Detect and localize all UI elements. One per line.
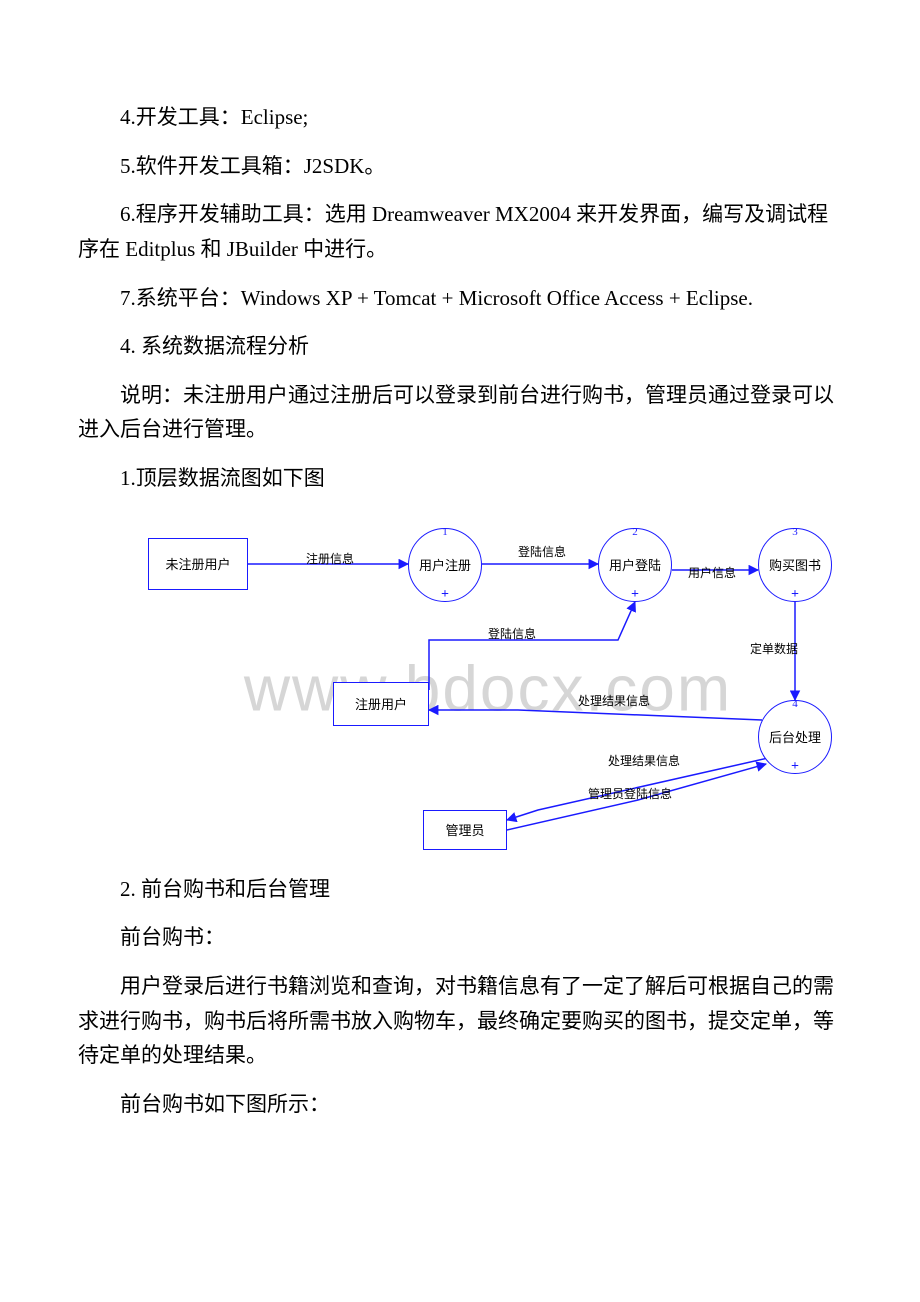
heading-front-back: 2. 前台购书和后台管理	[78, 872, 842, 907]
paragraph-6: 6.程序开发辅助工具：选用 Dreamweaver MX2004 来开发界面，编…	[78, 197, 842, 266]
paragraph-7: 7.系统平台：Windows XP + Tomcat + Microsoft O…	[78, 281, 842, 316]
edge-label-2: 用户信息	[688, 564, 736, 581]
plus-icon: +	[791, 759, 799, 775]
process-node-c1: 1 用户注册 +	[408, 528, 482, 602]
process-node-c4: 4 后台处理 +	[758, 700, 832, 774]
paragraph-4: 4.开发工具：Eclipse;	[78, 100, 842, 135]
plus-icon: +	[791, 587, 799, 603]
dataflow-diagram: www.bdocx.com 未注册用户注册用户管理员1用户注册+2用户登陆+3购…	[138, 510, 838, 860]
paragraph-5: 5.软件开发工具箱：J2SDK。	[78, 149, 842, 184]
process-number: 2	[632, 526, 638, 538]
heading-top-dfd: 1.顶层数据流图如下图	[78, 461, 842, 496]
plus-icon: +	[441, 587, 449, 603]
rect-node-r1: 未注册用户	[148, 538, 248, 590]
plus-icon: +	[631, 587, 639, 603]
paragraph-front-fig: 前台购书如下图所示：	[78, 1087, 842, 1122]
process-node-c3: 3 购买图书 +	[758, 528, 832, 602]
edge-label-5: 处理结果信息	[578, 692, 650, 709]
edge-label-6: 处理结果信息	[608, 752, 680, 769]
rect-node-r2: 注册用户	[333, 682, 429, 726]
edge-label-0: 注册信息	[306, 550, 354, 567]
process-number: 4	[792, 698, 798, 710]
edge-label-3: 登陆信息	[488, 625, 536, 642]
process-label: 购买图书	[769, 555, 821, 574]
heading-front: 前台购书：	[78, 920, 842, 955]
process-label: 后台处理	[769, 727, 821, 746]
process-label: 用户登陆	[609, 555, 661, 574]
edge-5	[429, 710, 762, 720]
edge-label-7: 管理员登陆信息	[588, 785, 672, 802]
heading-dataflow: 4. 系统数据流程分析	[78, 329, 842, 364]
process-number: 1	[442, 526, 448, 538]
process-node-c2: 2 用户登陆 +	[598, 528, 672, 602]
edge-label-1: 登陆信息	[518, 543, 566, 560]
process-label: 用户注册	[419, 555, 471, 574]
paragraph-desc: 说明：未注册用户通过注册后可以登录到前台进行购书，管理员通过登录可以进入后台进行…	[78, 378, 842, 447]
paragraph-front-desc: 用户登录后进行书籍浏览和查询，对书籍信息有了一定了解后可根据自己的需求进行购书，…	[78, 969, 842, 1073]
process-number: 3	[792, 526, 798, 538]
edge-label-4: 定单数据	[750, 640, 798, 657]
rect-node-r3: 管理员	[423, 810, 507, 850]
edge-3	[429, 602, 635, 690]
